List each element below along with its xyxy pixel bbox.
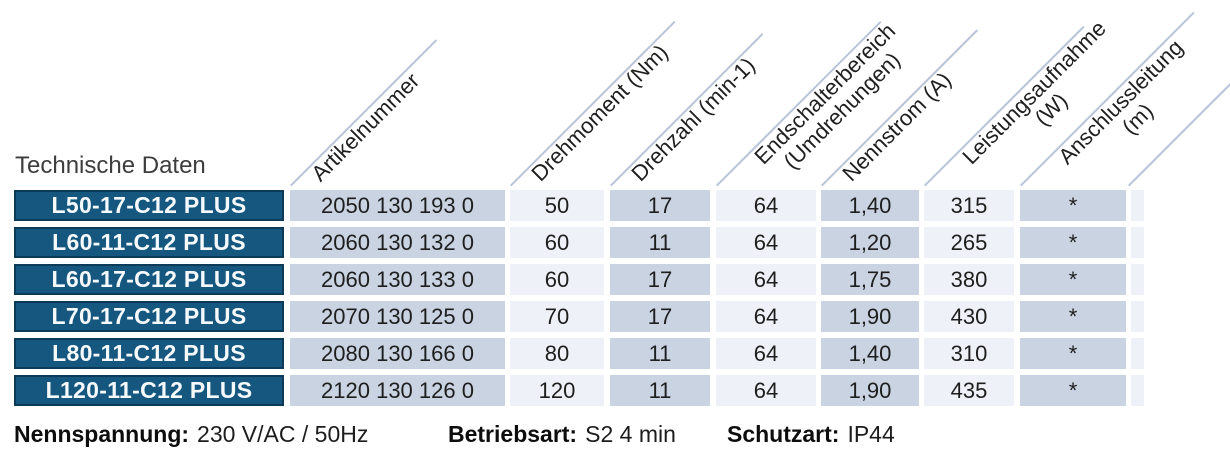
cell-nennstrom: 1,75: [821, 264, 919, 295]
spacer-cell: [1131, 301, 1144, 332]
cell-drehmoment: 50: [510, 190, 604, 221]
cell-drehzahl: 17: [610, 301, 710, 332]
spacer-cell: [1131, 264, 1144, 295]
cell-nennstrom: 1,20: [821, 227, 919, 258]
cell-leistungsaufnahme: 265: [924, 227, 1014, 258]
table-row: L80-11-C12 PLUS 2080 130 166 0 80 11 64 1,40 3…: [0, 338, 1230, 369]
cell-drehzahl: 17: [610, 190, 710, 221]
spacer-cell: [1131, 227, 1144, 258]
cell-nennstrom: 1,40: [821, 338, 919, 369]
cell-drehmoment: 60: [510, 264, 604, 295]
cell-anschlussleitung: *: [1020, 264, 1126, 295]
footer-betriebsart-value: S2 4 min: [585, 421, 676, 447]
cell-drehzahl: 17: [610, 264, 710, 295]
row-label: L50-17-C12 PLUS: [14, 190, 284, 221]
table-title: Technische Daten: [15, 152, 206, 179]
footer-betriebsart-label: Betriebsart:: [448, 421, 578, 447]
cell-endschalterbereich: 64: [716, 375, 816, 406]
table-row: L50-17-C12 PLUS 2050 130 193 0 50 17 64 1,40 3…: [0, 190, 1230, 221]
cell-artikelnummer: 2070 130 125 0: [290, 301, 505, 332]
cell-drehzahl: 11: [610, 227, 710, 258]
cell-anschlussleitung: *: [1020, 190, 1126, 221]
cell-anschlussleitung: *: [1020, 227, 1126, 258]
footer-schutzart-label: Schutzart:: [727, 421, 840, 447]
cell-endschalterbereich: 64: [716, 190, 816, 221]
cell-endschalterbereich: 64: [716, 227, 816, 258]
footer-schutzart: Schutzart: IP44: [727, 421, 895, 448]
cell-leistungsaufnahme: 310: [924, 338, 1014, 369]
cell-drehmoment: 70: [510, 301, 604, 332]
cell-anschlussleitung: *: [1020, 301, 1126, 332]
cell-drehmoment: 80: [510, 338, 604, 369]
cell-leistungsaufnahme: 380: [924, 264, 1014, 295]
cell-drehzahl: 11: [610, 375, 710, 406]
cell-leistungsaufnahme: 315: [924, 190, 1014, 221]
cell-artikelnummer: 2060 130 132 0: [290, 227, 505, 258]
cell-leistungsaufnahme: 435: [924, 375, 1014, 406]
cell-anschlussleitung: *: [1020, 338, 1126, 369]
footer-schutzart-value: IP44: [847, 421, 895, 447]
spacer-cell: [1131, 338, 1144, 369]
cell-leistungsaufnahme: 430: [924, 301, 1014, 332]
cell-endschalterbereich: 64: [716, 264, 816, 295]
footer-notes: Nennspannung: 230 V/AC / 50Hz Betriebsart…: [0, 419, 1230, 459]
footer-nennspannung: Nennspannung: 230 V/AC / 50Hz: [14, 421, 368, 448]
cell-artikelnummer: 2050 130 193 0: [290, 190, 505, 221]
cell-anschlussleitung: *: [1020, 375, 1126, 406]
footer-nennspannung-value: 230 V/AC / 50Hz: [197, 421, 369, 447]
row-label: L70-17-C12 PLUS: [14, 301, 284, 332]
row-label: L60-17-C12 PLUS: [14, 264, 284, 295]
row-label: L120-11-C12 PLUS: [14, 375, 284, 406]
table-row: L60-11-C12 PLUS 2060 130 132 0 60 11 64 1,20 2…: [0, 227, 1230, 258]
footer-nennspannung-label: Nennspannung:: [14, 421, 190, 447]
cell-artikelnummer: 2080 130 166 0: [290, 338, 505, 369]
cell-nennstrom: 1,90: [821, 301, 919, 332]
cell-nennstrom: 1,90: [821, 375, 919, 406]
cell-artikelnummer: 2120 130 126 0: [290, 375, 505, 406]
row-label: L60-11-C12 PLUS: [14, 227, 284, 258]
cell-artikelnummer: 2060 130 133 0: [290, 264, 505, 295]
table-row: L60-17-C12 PLUS 2060 130 133 0 60 17 64 1,75 3…: [0, 264, 1230, 295]
spacer-cell: [1131, 190, 1144, 221]
cell-endschalterbereich: 64: [716, 338, 816, 369]
cell-endschalterbereich: 64: [716, 301, 816, 332]
row-label: L80-11-C12 PLUS: [14, 338, 284, 369]
table-row: L70-17-C12 PLUS 2070 130 125 0 70 17 64 1,90 4…: [0, 301, 1230, 332]
cell-drehmoment: 120: [510, 375, 604, 406]
table-row: L120-11-C12 PLUS 2120 130 126 0 120 11 64 1,9…: [0, 375, 1230, 406]
cell-drehmoment: 60: [510, 227, 604, 258]
cell-nennstrom: 1,40: [821, 190, 919, 221]
cell-drehzahl: 11: [610, 338, 710, 369]
spacer-cell: [1131, 375, 1144, 406]
footer-betriebsart: Betriebsart: S2 4 min: [448, 421, 676, 448]
